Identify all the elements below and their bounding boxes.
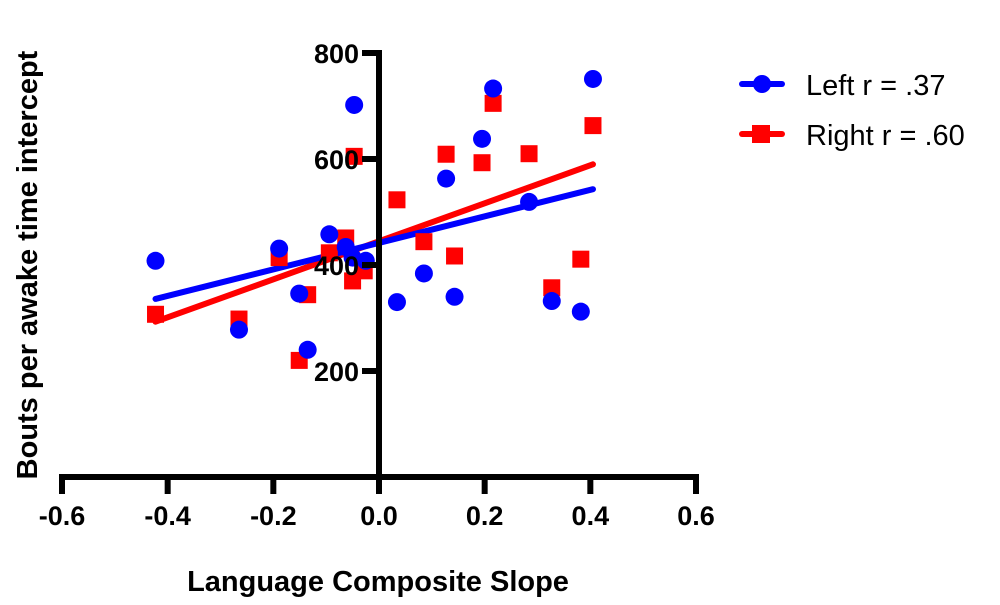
y-tick-label: 400 [314,251,359,281]
data-point-right [320,244,338,262]
data-point-left [146,251,165,270]
data-point-left [437,169,456,188]
data-point-right [520,145,538,163]
data-point-right [473,154,491,172]
data-point-left [345,95,364,114]
x-tick-label: -0.4 [144,501,191,531]
data-point-right [415,233,433,251]
data-points [146,69,602,369]
x-tick-label: 0.6 [677,501,715,531]
y-tick-label: 800 [314,39,359,69]
y-axis-title: Bouts per awake time intercept [12,50,44,479]
x-axis-title: Language Composite Slope [187,566,569,598]
data-point-left [414,264,433,283]
data-point-right [584,117,602,135]
data-point-left [298,340,317,359]
x-tick-label: 0.4 [572,501,610,531]
regression-lines [152,161,596,325]
data-point-right [543,279,561,297]
y-tick-label: 200 [314,357,359,387]
data-point-right [572,250,590,268]
data-point-left [484,79,503,98]
data-point-left [520,192,539,211]
y-tick-label: 600 [314,145,359,175]
legend-square-marker-icon [752,125,770,143]
data-point-left [290,284,309,303]
data-point-right [345,147,363,165]
y-axis-ticks: 200 400 600 800 [314,39,379,387]
legend: Left r = .37 Right r = .60 [739,70,965,152]
axes: -0.6 -0.4 -0.2 0.0 0.2 0.4 0.6 200 400 600 800 [39,39,715,531]
data-point-left [542,292,561,311]
data-point-right [147,305,165,323]
legend-item-left: Left r = .37 [739,70,945,102]
data-point-right [388,191,406,209]
regression-line [152,186,596,302]
x-tick-label: 0.2 [466,501,504,531]
data-point-left [320,225,339,244]
data-point-left [571,302,590,321]
x-axis-ticks: -0.6 -0.4 -0.2 0.0 0.2 0.4 0.6 [39,477,715,531]
legend-label-left: Left r = .37 [806,70,945,102]
data-point-left [229,320,248,339]
legend-item-right: Right r = .60 [739,120,965,152]
data-point-right [446,247,464,265]
data-point-left [583,69,602,88]
legend-circle-marker-icon [753,75,771,93]
x-tick-label: 0.0 [360,501,398,531]
data-point-left [387,293,406,312]
data-point-left [270,239,289,258]
x-tick-label: -0.2 [250,501,297,531]
data-point-right [484,94,502,112]
x-tick-label: -0.6 [39,501,86,531]
data-point-left [473,129,492,148]
data-point-left [445,287,464,306]
legend-label-right: Right r = .60 [806,120,965,152]
data-point-right [437,145,455,163]
